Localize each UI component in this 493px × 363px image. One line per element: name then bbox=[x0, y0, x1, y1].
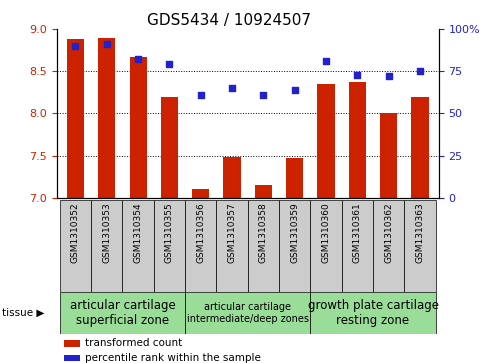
Text: transformed count: transformed count bbox=[85, 338, 182, 348]
Point bbox=[71, 43, 79, 49]
Bar bbox=[311, 292, 436, 334]
Bar bbox=[216, 200, 248, 292]
Text: GSM1310355: GSM1310355 bbox=[165, 203, 174, 263]
Text: tissue ▶: tissue ▶ bbox=[2, 308, 45, 318]
Text: GSM1310354: GSM1310354 bbox=[134, 203, 142, 263]
Point bbox=[416, 68, 424, 74]
Bar bbox=[192, 189, 210, 198]
Text: GSM1310363: GSM1310363 bbox=[416, 203, 424, 263]
Bar bbox=[91, 200, 122, 292]
Text: GSM1310357: GSM1310357 bbox=[228, 203, 237, 263]
Bar bbox=[248, 200, 279, 292]
Bar bbox=[98, 38, 115, 198]
Bar bbox=[255, 185, 272, 198]
Text: GSM1310359: GSM1310359 bbox=[290, 203, 299, 263]
Bar bbox=[317, 84, 335, 198]
Bar bbox=[223, 157, 241, 198]
Text: growth plate cartilage
resting zone: growth plate cartilage resting zone bbox=[308, 299, 438, 327]
Text: articular cartilage
superficial zone: articular cartilage superficial zone bbox=[70, 299, 176, 327]
Bar bbox=[185, 292, 311, 334]
Text: GSM1310358: GSM1310358 bbox=[259, 203, 268, 263]
Point bbox=[291, 87, 299, 93]
Bar bbox=[122, 200, 154, 292]
Bar bbox=[67, 39, 84, 198]
Point bbox=[134, 57, 142, 62]
Text: GSM1310352: GSM1310352 bbox=[71, 203, 80, 263]
Point bbox=[353, 72, 361, 78]
Bar bbox=[404, 200, 436, 292]
Bar bbox=[380, 113, 397, 198]
Text: GDS5434 / 10924507: GDS5434 / 10924507 bbox=[146, 13, 311, 28]
Point bbox=[322, 58, 330, 64]
Bar bbox=[342, 200, 373, 292]
Text: GSM1310361: GSM1310361 bbox=[353, 203, 362, 263]
Bar bbox=[130, 57, 147, 198]
Bar bbox=[64, 355, 80, 362]
Text: articular cartilage
intermediate/deep zones: articular cartilage intermediate/deep zo… bbox=[187, 302, 309, 324]
Point bbox=[103, 41, 111, 47]
Bar bbox=[64, 340, 80, 347]
Bar bbox=[60, 292, 185, 334]
Bar bbox=[161, 97, 178, 198]
Text: GSM1310362: GSM1310362 bbox=[384, 203, 393, 263]
Text: GSM1310360: GSM1310360 bbox=[321, 203, 330, 263]
Bar bbox=[411, 97, 428, 198]
Point bbox=[259, 92, 267, 98]
Point bbox=[385, 73, 392, 79]
Bar bbox=[286, 158, 303, 198]
Bar bbox=[60, 200, 91, 292]
Bar bbox=[279, 200, 311, 292]
Text: GSM1310353: GSM1310353 bbox=[103, 203, 111, 263]
Bar bbox=[185, 200, 216, 292]
Point bbox=[197, 92, 205, 98]
Bar bbox=[349, 82, 366, 198]
Text: percentile rank within the sample: percentile rank within the sample bbox=[85, 353, 261, 363]
Text: GSM1310356: GSM1310356 bbox=[196, 203, 205, 263]
Bar bbox=[154, 200, 185, 292]
Bar bbox=[311, 200, 342, 292]
Bar bbox=[373, 200, 404, 292]
Point bbox=[228, 85, 236, 91]
Point bbox=[166, 62, 174, 68]
